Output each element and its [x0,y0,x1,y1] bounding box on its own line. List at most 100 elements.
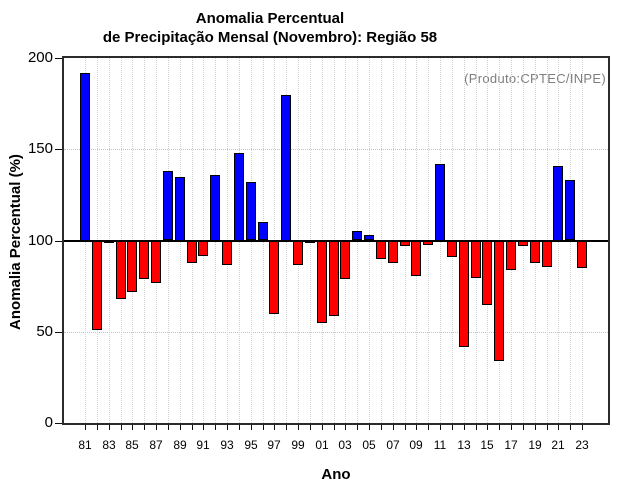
x-tick-95 [251,425,252,430]
x-tick-23 [582,425,583,430]
x-tick-label-87: 87 [149,438,163,452]
bar-84 [116,241,126,299]
bar-97 [269,241,279,314]
bar-08 [400,241,410,246]
x-tick-89 [180,425,181,430]
bar-16 [494,241,504,361]
y-tick-label-100: 100 [27,232,53,249]
bar-86 [139,241,149,279]
x-tick-90 [192,425,193,430]
y-tick-200 [55,58,62,59]
y-tick-0 [55,423,62,424]
x-tick-22 [570,425,571,430]
x-tick-92 [215,425,216,430]
x-tick-19 [535,425,536,430]
x-tick-94 [239,425,240,430]
x-tick-93 [227,425,228,430]
h-gridline-50 [64,332,608,333]
x-tick-83 [109,425,110,430]
bar-82 [92,241,102,330]
chart-title-line1: Anomalia Percentual [195,10,345,27]
bar-06 [376,241,386,259]
x-tick-label-21: 21 [551,438,565,452]
x-tick-85 [132,425,133,430]
bar-11 [435,164,445,241]
bar-98 [281,95,291,241]
bar-99 [293,241,303,265]
bar-88 [163,171,173,240]
chart-title-line2: de Precipitação Mensal (Novembro): Regiã… [102,29,438,46]
x-tick-82 [97,425,98,430]
x-tick-label-91: 91 [196,438,210,452]
x-tick-02 [334,425,335,430]
bar-19 [530,241,540,263]
x-tick-84 [121,425,122,430]
chart-title: Anomalia Percentual de Precipitação Mens… [0,9,540,47]
bar-18 [518,241,528,246]
x-tick-87 [156,425,157,430]
y-tick-label-200: 200 [27,49,53,66]
x-tick-label-97: 97 [267,438,281,452]
y-tick-50 [55,332,62,333]
x-tick-label-93: 93 [220,438,234,452]
x-tick-14 [476,425,477,430]
bar-17 [506,241,516,270]
x-tick-label-15: 15 [480,438,494,452]
x-tick-18 [523,425,524,430]
h-gridline-150 [64,149,608,150]
bar-12 [447,241,457,257]
bar-83 [104,241,114,243]
x-axis-title: Ano [321,466,351,483]
bar-13 [459,241,469,347]
bar-93 [222,241,232,265]
x-tick-99 [298,425,299,430]
bar-21 [553,166,563,241]
x-tick-label-11: 11 [433,438,447,452]
x-tick-label-01: 01 [315,438,329,452]
x-tick-88 [168,425,169,430]
x-tick-label-81: 81 [78,438,92,452]
bar-90 [187,241,197,263]
x-tick-09 [416,425,417,430]
x-tick-label-89: 89 [173,438,187,452]
x-tick-label-13: 13 [457,438,471,452]
bar-09 [411,241,421,276]
product-annotation: (Produto:CPTEC/INPE) [464,71,606,86]
bar-87 [151,241,161,283]
bar-89 [175,177,185,241]
x-tick-01 [322,425,323,430]
x-tick-05 [369,425,370,430]
x-tick-label-03: 03 [338,438,352,452]
y-tick-100 [55,241,62,242]
x-tick-91 [203,425,204,430]
x-tick-17 [511,425,512,430]
x-tick-10 [428,425,429,430]
bar-00 [305,241,315,243]
x-tick-08 [405,425,406,430]
bar-91 [198,241,208,256]
x-tick-04 [357,425,358,430]
x-tick-12 [452,425,453,430]
bar-94 [234,153,244,241]
x-tick-86 [144,425,145,430]
x-tick-16 [499,425,500,430]
x-tick-98 [286,425,287,430]
x-tick-label-23: 23 [575,438,589,452]
x-tick-label-09: 09 [409,438,423,452]
bar-14 [471,241,481,278]
bar-01 [317,241,327,323]
y-tick-label-150: 150 [27,140,53,157]
x-tick-00 [310,425,311,430]
x-tick-label-85: 85 [125,438,139,452]
bar-23 [577,241,587,268]
x-tick-13 [464,425,465,430]
bar-02 [329,241,339,316]
y-tick-label-50: 50 [36,323,53,340]
bar-85 [127,241,137,292]
bar-22 [565,180,575,240]
x-tick-label-95: 95 [244,438,258,452]
x-tick-label-07: 07 [386,438,400,452]
x-tick-81 [85,425,86,430]
x-tick-label-83: 83 [102,438,116,452]
